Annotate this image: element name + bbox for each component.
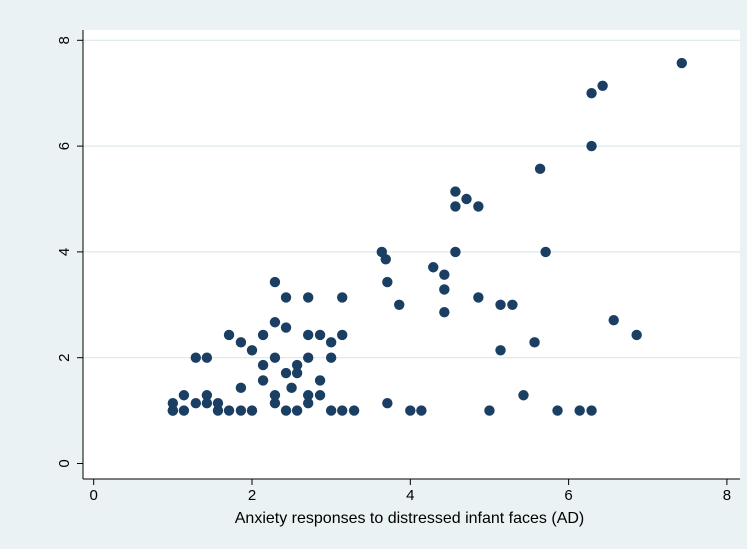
data-point — [597, 80, 608, 91]
data-point — [178, 390, 190, 401]
data-point — [269, 390, 281, 401]
data-point — [450, 246, 461, 258]
data-point — [586, 140, 597, 152]
data-point — [314, 329, 326, 341]
data-point — [201, 397, 213, 409]
data-point — [167, 397, 179, 409]
data-point — [394, 299, 405, 310]
axes — [82, 30, 740, 480]
data-point — [212, 405, 224, 416]
data-point — [201, 390, 213, 401]
data-point — [302, 292, 314, 303]
data-point — [280, 367, 292, 379]
data-point — [325, 337, 337, 348]
x-axis-title: Anxiety responses to distressed infant f… — [235, 510, 585, 527]
data-point — [337, 329, 348, 341]
data-point — [325, 352, 337, 363]
data-point — [246, 405, 258, 416]
data-point — [280, 292, 292, 303]
data-point — [269, 352, 281, 363]
data-point — [574, 405, 585, 416]
y-tick-label: 2 — [56, 354, 73, 362]
data-point — [631, 329, 642, 341]
data-point — [269, 397, 281, 409]
x-tick-label: 8 — [723, 487, 731, 504]
data-point — [348, 405, 360, 416]
data-point — [314, 375, 326, 386]
x-tick-label: 0 — [90, 487, 98, 504]
data-point — [201, 352, 213, 363]
data-point — [405, 405, 416, 416]
data-point — [439, 307, 450, 318]
data-point — [495, 299, 506, 310]
data-point — [518, 390, 529, 401]
y-tick-label: 4 — [56, 248, 73, 256]
y-tick-label: 8 — [56, 36, 73, 44]
data-point — [269, 276, 281, 288]
data-point — [302, 352, 314, 363]
data-point — [473, 292, 484, 303]
data-point — [235, 337, 247, 348]
x-tick-label: 4 — [406, 487, 414, 504]
data-point — [586, 405, 597, 416]
data-point — [291, 367, 303, 379]
data-point — [257, 375, 269, 386]
data-point — [235, 405, 247, 416]
data-point — [190, 352, 202, 363]
data-point — [257, 359, 269, 371]
data-point — [286, 382, 297, 394]
data-point — [337, 292, 348, 303]
data-point — [291, 405, 303, 416]
data-point — [246, 345, 258, 356]
data-point — [190, 397, 202, 409]
data-point — [302, 329, 314, 341]
data-point — [534, 163, 546, 175]
data-point — [302, 397, 314, 409]
data-points — [167, 57, 687, 416]
x-axis-ticks: 0 2 4 6 8 — [90, 479, 731, 504]
data-point — [280, 405, 292, 416]
data-point — [552, 405, 563, 416]
data-point — [302, 390, 314, 401]
data-point — [473, 201, 484, 212]
data-point — [280, 322, 292, 333]
data-point — [540, 246, 551, 258]
data-point — [439, 269, 450, 280]
y-tick-label: 6 — [56, 142, 73, 150]
data-point — [428, 262, 439, 273]
y-axis-ticks: 0 2 4 6 8 — [56, 36, 83, 468]
data-point — [325, 405, 337, 416]
data-point — [257, 329, 269, 341]
data-point — [586, 88, 597, 99]
data-point — [178, 405, 190, 416]
data-point — [269, 317, 281, 328]
data-point — [676, 57, 687, 69]
data-point — [235, 382, 247, 394]
data-point — [608, 314, 619, 326]
x-tick-label: 6 — [564, 487, 572, 504]
data-point — [382, 397, 393, 409]
data-point — [337, 405, 348, 416]
data-point — [529, 337, 540, 348]
data-point — [450, 201, 461, 212]
y-tick-label: 0 — [56, 459, 73, 467]
data-point — [223, 329, 235, 341]
data-point — [495, 345, 506, 356]
data-point — [439, 284, 450, 295]
data-point — [416, 405, 427, 416]
data-point — [314, 390, 326, 401]
data-point — [461, 193, 472, 205]
data-point — [382, 276, 393, 288]
data-point — [484, 405, 495, 416]
data-point — [291, 359, 303, 371]
data-point — [212, 397, 224, 409]
data-point — [223, 405, 235, 416]
x-tick-label: 2 — [248, 487, 256, 504]
data-point — [507, 299, 518, 310]
data-point — [167, 405, 179, 416]
data-point — [380, 254, 391, 265]
data-point — [450, 186, 461, 197]
